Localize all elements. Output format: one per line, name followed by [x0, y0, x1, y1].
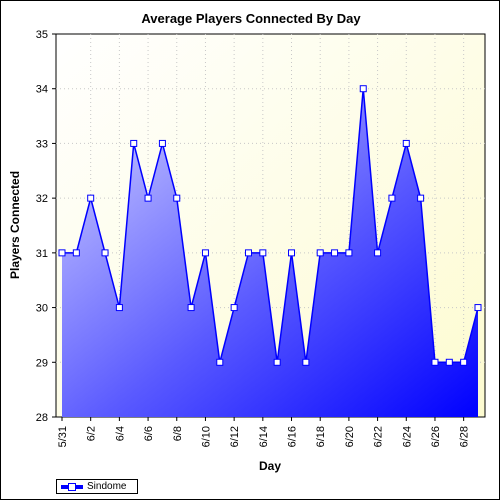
data-point	[244, 249, 252, 257]
x-tick-label: 6/18	[315, 426, 327, 447]
data-point	[173, 194, 181, 202]
data-point	[144, 194, 152, 202]
series-area-0	[62, 88, 478, 417]
data-point	[331, 249, 339, 257]
data-point	[187, 304, 195, 312]
series-line-0	[62, 88, 479, 364]
data-point	[130, 139, 138, 147]
x-tick-label: 6/16	[287, 426, 299, 447]
legend-swatch-sindome	[61, 482, 83, 491]
data-point	[288, 249, 296, 257]
data-point	[158, 139, 166, 147]
data-point	[345, 249, 353, 257]
data-point	[359, 85, 367, 93]
y-axis-title: Players Connected	[8, 171, 22, 279]
data-point	[230, 304, 238, 312]
x-tick-label: 6/10	[200, 426, 212, 447]
x-tick-label: 6/12	[229, 426, 241, 447]
x-tick-label: 6/26	[430, 426, 442, 447]
data-point	[273, 358, 281, 366]
y-tick-label: 29	[36, 357, 48, 369]
data-point	[259, 249, 267, 257]
x-tick-label: 6/20	[344, 426, 356, 447]
axis-layer: 28 29 30 31 32 33 34 35 5/31 6/2 6/4 6/6 6/8 6/10 6/12…	[36, 29, 471, 447]
data-point	[302, 358, 310, 366]
series-layer	[58, 85, 482, 417]
data-point	[201, 249, 209, 257]
x-tick-label: 6/6	[143, 426, 155, 441]
data-point	[374, 249, 382, 257]
data-point	[460, 358, 468, 366]
x-tick-label: 6/2	[86, 426, 98, 441]
data-point	[72, 249, 80, 257]
legend-label-sindome: Sindome	[87, 481, 127, 492]
data-point	[216, 358, 224, 366]
x-tick-label: 6/14	[258, 426, 270, 447]
data-point	[388, 194, 396, 202]
y-tick-label: 32	[36, 193, 48, 205]
x-tick-label: 6/8	[172, 426, 184, 441]
data-point	[417, 194, 425, 202]
chart-title: Average Players Connected By Day	[141, 11, 361, 26]
legend: Sindome	[56, 479, 138, 494]
y-tick-label: 34	[36, 84, 48, 96]
data-point	[474, 304, 482, 312]
data-point	[402, 139, 410, 147]
data-point	[87, 194, 95, 202]
y-tick-label: 28	[36, 412, 48, 424]
x-tick-label: 6/28	[459, 426, 471, 447]
y-tick-label: 30	[36, 303, 48, 315]
x-axis-title: Day	[259, 459, 281, 473]
data-point	[58, 249, 66, 257]
x-tick-label: 5/31	[57, 426, 69, 447]
data-point	[101, 249, 109, 257]
data-point	[115, 304, 123, 312]
y-tick-label: 35	[36, 29, 48, 41]
x-tick-label: 6/22	[373, 426, 385, 447]
data-point	[445, 358, 453, 366]
y-tick-label: 33	[36, 138, 48, 150]
x-tick-label: 6/24	[401, 426, 413, 447]
data-point	[316, 249, 324, 257]
x-tick-label: 6/4	[114, 426, 126, 441]
y-tick-label: 31	[36, 248, 48, 260]
data-point	[431, 358, 439, 366]
